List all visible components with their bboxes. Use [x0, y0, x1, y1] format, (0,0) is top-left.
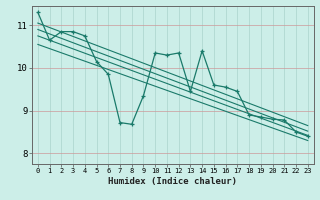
X-axis label: Humidex (Indice chaleur): Humidex (Indice chaleur) [108, 177, 237, 186]
